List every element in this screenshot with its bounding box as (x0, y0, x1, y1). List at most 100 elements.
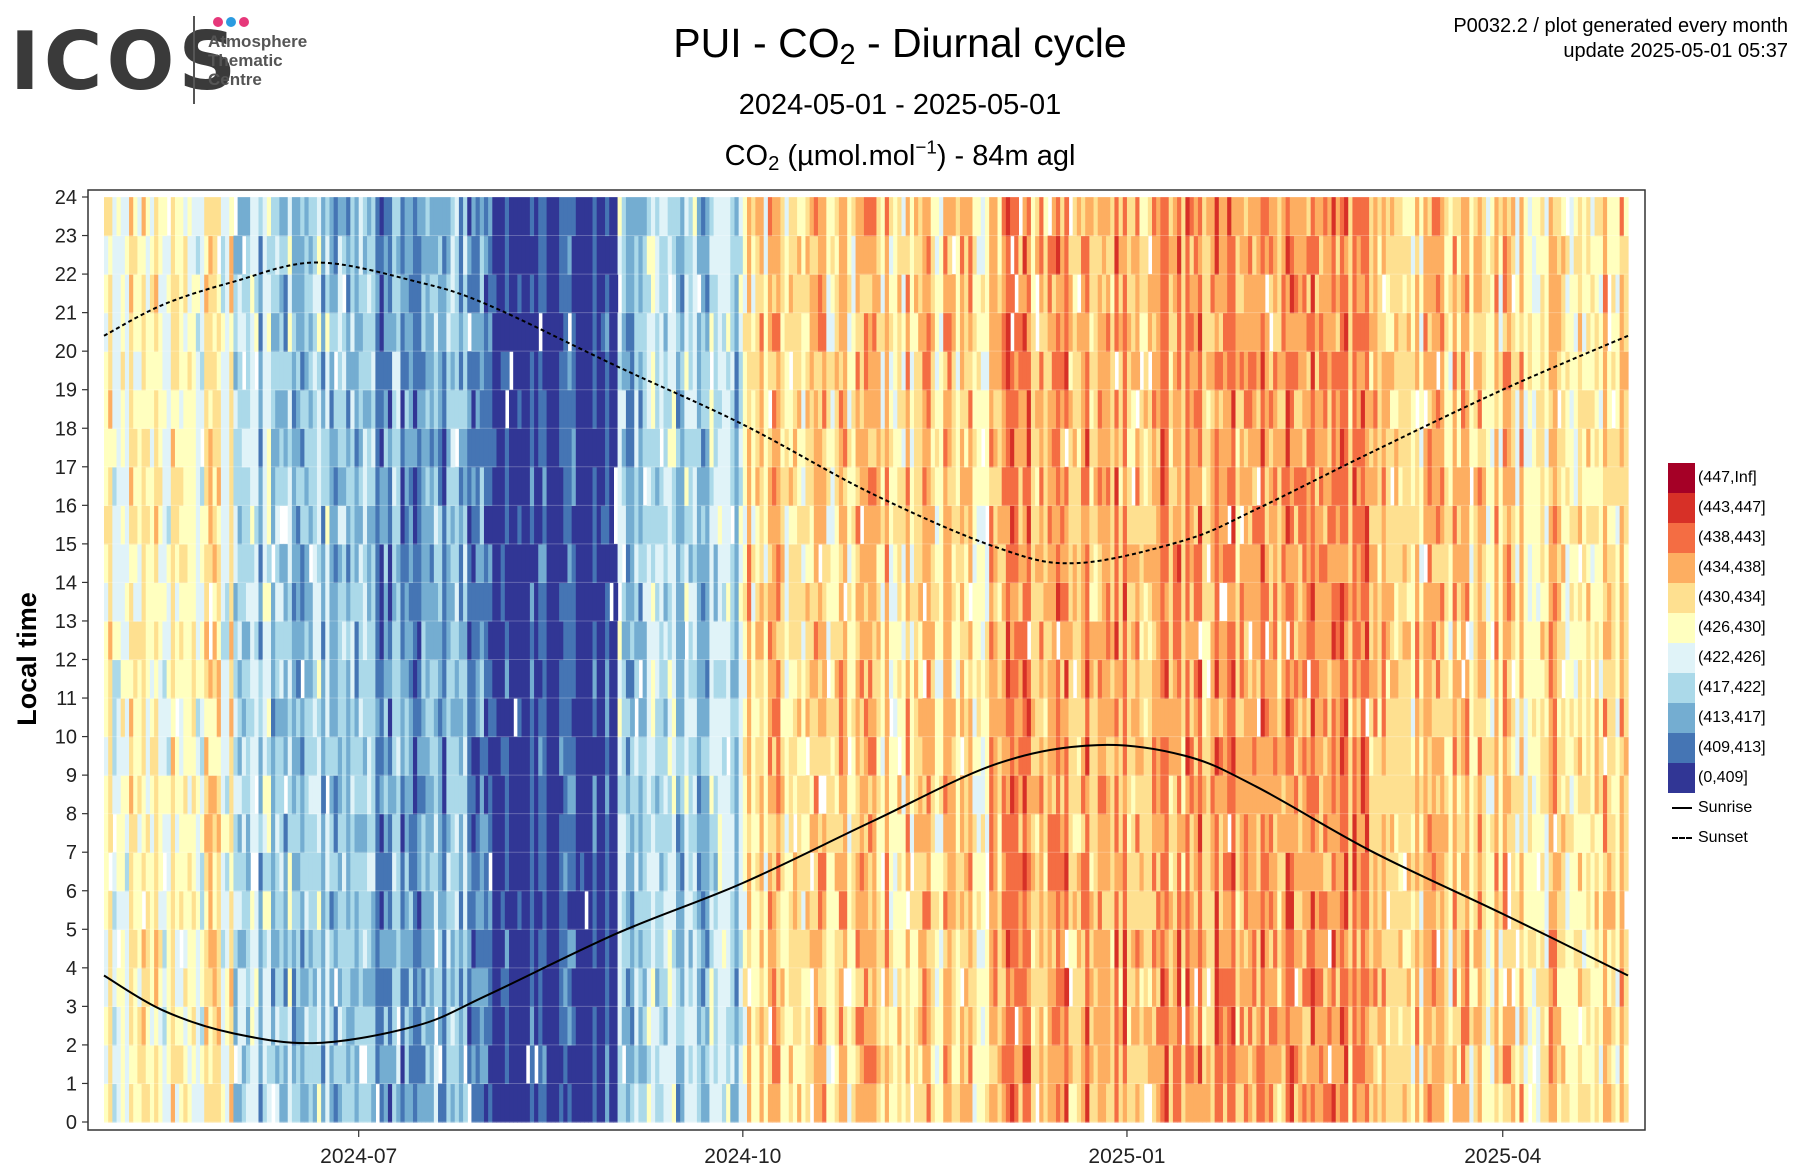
heatmap-cell (104, 736, 109, 776)
heatmap-cell (542, 582, 548, 622)
heatmap-cell (392, 813, 397, 853)
heatmap-cell (834, 582, 840, 622)
heatmap-cell (897, 351, 903, 391)
heatmap-cell (296, 235, 301, 275)
heatmap-cell (346, 736, 351, 776)
heatmap-cell (980, 813, 986, 853)
heatmap-cell (813, 852, 819, 892)
heatmap-cell (287, 1083, 293, 1123)
heatmap-cell (275, 1083, 280, 1123)
heatmap-cell (976, 428, 982, 468)
heatmap-cell (625, 428, 631, 468)
heatmap-cell (759, 852, 765, 892)
heatmap-cell (767, 351, 773, 391)
heatmap-cell (817, 389, 823, 429)
logo-dot (213, 17, 223, 27)
heatmap-cell (183, 890, 189, 930)
heatmap-cell (830, 312, 836, 352)
heatmap-cell (124, 543, 130, 584)
heatmap-cell (225, 197, 230, 237)
heatmap-cell (237, 890, 243, 930)
heatmap-cell (617, 428, 623, 468)
heatmap-cell (843, 235, 848, 275)
heatmap-cell (538, 274, 544, 314)
heatmap-cell (450, 466, 456, 506)
heatmap-cell (525, 351, 531, 391)
heatmap-cell (567, 967, 573, 1007)
heatmap-cell (817, 736, 823, 776)
heatmap-cell (621, 698, 627, 738)
heatmap-cell (350, 775, 356, 815)
heatmap-cell (379, 852, 385, 892)
heatmap-cell (851, 428, 857, 468)
heatmap-cell (646, 428, 652, 468)
heatmap-cell (667, 775, 673, 815)
heatmap-cell (955, 582, 961, 622)
heatmap-cell (337, 428, 343, 468)
heatmap-cell (141, 1044, 147, 1085)
heatmap-cell (617, 1006, 623, 1046)
heatmap-cell (859, 235, 865, 275)
heatmap-cell (387, 929, 393, 969)
heatmap-cell (830, 620, 836, 661)
heatmap-cell (216, 466, 222, 506)
heatmap-cell (187, 1044, 193, 1085)
heatmap-cell (492, 389, 498, 429)
heatmap-cell (341, 620, 347, 661)
heatmap-cell (847, 852, 852, 892)
heatmap-cell (254, 197, 260, 237)
heatmap-cell (471, 543, 477, 584)
heatmap-cell (876, 967, 882, 1007)
heatmap-cell (905, 967, 911, 1007)
heatmap-cell (442, 698, 447, 738)
heatmap-cell (504, 620, 510, 661)
heatmap-cell (120, 235, 126, 275)
heatmap-cell (701, 235, 706, 275)
heatmap-cell (245, 620, 251, 661)
heatmap-cell (154, 235, 159, 275)
heatmap-cell (905, 775, 911, 815)
heatmap-cell (525, 582, 531, 622)
heatmap-cell (650, 775, 656, 815)
heatmap-cell (321, 620, 326, 661)
heatmap-cell (475, 698, 481, 738)
heatmap-cell (809, 659, 815, 699)
heatmap-cell (888, 967, 894, 1007)
heatmap-cell (964, 1006, 969, 1046)
heatmap-cell (922, 274, 928, 314)
heatmap-cell (258, 852, 264, 892)
heatmap-cell (705, 1083, 711, 1123)
heatmap-cell (726, 1083, 731, 1123)
heatmap-cell (959, 543, 965, 584)
heatmap-cell (855, 274, 861, 314)
heatmap-cell (120, 466, 126, 506)
heatmap-cell (872, 1006, 878, 1046)
heatmap-cell (521, 929, 527, 969)
heatmap-cell (805, 698, 811, 738)
heatmap-cell (646, 505, 652, 545)
heatmap-cell (813, 698, 819, 738)
heatmap-cell (596, 890, 602, 930)
heatmap-cell (571, 428, 577, 468)
heatmap-cell (521, 543, 527, 584)
heatmap-cell (784, 351, 790, 391)
heatmap-cell (233, 852, 239, 892)
heatmap-cell (367, 274, 372, 314)
heatmap-cell (980, 852, 986, 892)
heatmap-cell (471, 1044, 477, 1085)
heatmap-cell (504, 312, 510, 352)
heatmap-cell (717, 929, 723, 969)
heatmap-cell (918, 312, 923, 352)
heatmap-cell (843, 312, 848, 352)
heatmap-cell (872, 775, 878, 815)
heatmap-cell (525, 312, 531, 352)
heatmap-cell (676, 197, 681, 237)
heatmap-cell (463, 274, 468, 314)
heatmap-cell (642, 428, 648, 468)
heatmap-cell (638, 428, 644, 468)
heatmap-cell (909, 659, 915, 699)
heatmap-cell (346, 1044, 351, 1085)
heatmap-cell (525, 736, 531, 776)
heatmap-cell (726, 620, 731, 661)
heatmap-cell (517, 197, 523, 237)
